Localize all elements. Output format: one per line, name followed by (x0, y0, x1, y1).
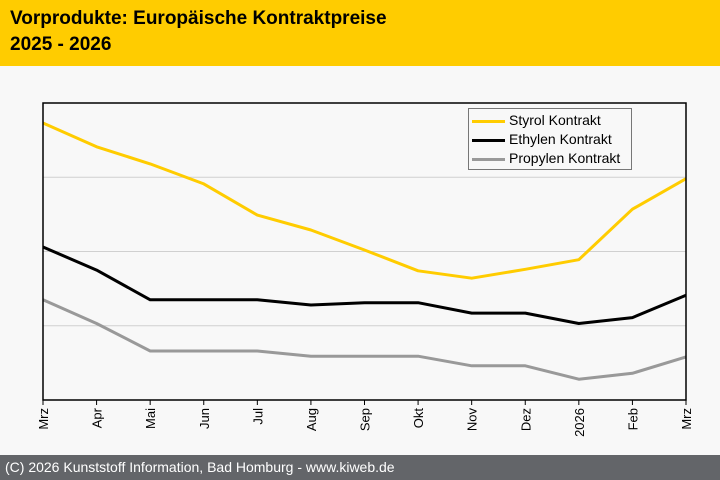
x-tick-label: Dez (518, 408, 533, 431)
x-tick-label: Jul (250, 408, 265, 425)
x-tick-label: Mrz (679, 408, 694, 430)
legend-item-propylen: Propylen Kontrakt (469, 149, 633, 169)
series-line-ethylen-kontrakt (42, 245, 687, 325)
series-line-propylen-kontrakt (42, 298, 687, 381)
chart-subtitle: 2025 - 2026 (10, 34, 112, 55)
x-tick-label: Nov (465, 408, 480, 432)
x-tick-label: Feb (625, 408, 640, 430)
chart-title: Vorprodukte: Europäische Kontraktpreise (10, 8, 387, 29)
legend-label-styrol: Styrol Kontrakt (509, 112, 601, 128)
legend-swatch-ethylen (472, 139, 505, 142)
series-line-styrol-kontrakt (42, 121, 687, 280)
x-tick-label: Jun (197, 408, 212, 429)
x-tick-label: Aug (304, 408, 319, 431)
x-tick-label: Mrz (36, 408, 51, 430)
copyright-text: (C) 2026 Kunststoff Information, Bad Hom… (5, 459, 395, 475)
legend-item-styrol: Styrol Kontrakt (469, 111, 633, 131)
series-lines (42, 121, 687, 381)
x-tick-label: Mai (143, 408, 158, 429)
x-tick-label: Apr (90, 407, 105, 428)
legend: Styrol Kontrakt Ethylen Kontrakt Propyle… (468, 108, 632, 170)
x-axis-ticks: Mrz Apr Mai Jun Jul Aug Sep Okt Nov Dez 2026 Feb Mrz (36, 400, 694, 437)
legend-swatch-styrol (472, 120, 505, 123)
x-tick-label: Sep (358, 408, 373, 431)
legend-label-ethylen: Ethylen Kontrakt (509, 131, 612, 147)
line-chart: Mrz Apr Mai Jun Jul Aug Sep Okt Nov Dez 2026 Feb Mrz (36, 102, 694, 437)
x-tick-label: 2026 (572, 408, 587, 437)
legend-swatch-propylen (472, 158, 505, 161)
legend-label-propylen: Propylen Kontrakt (509, 150, 621, 166)
legend-item-ethylen: Ethylen Kontrakt (469, 130, 633, 150)
x-tick-label: Okt (411, 408, 426, 429)
header-banner: Vorprodukte: Europäische Kontraktpreise … (0, 0, 720, 66)
footer-bar: (C) 2026 Kunststoff Information, Bad Hom… (0, 455, 720, 480)
